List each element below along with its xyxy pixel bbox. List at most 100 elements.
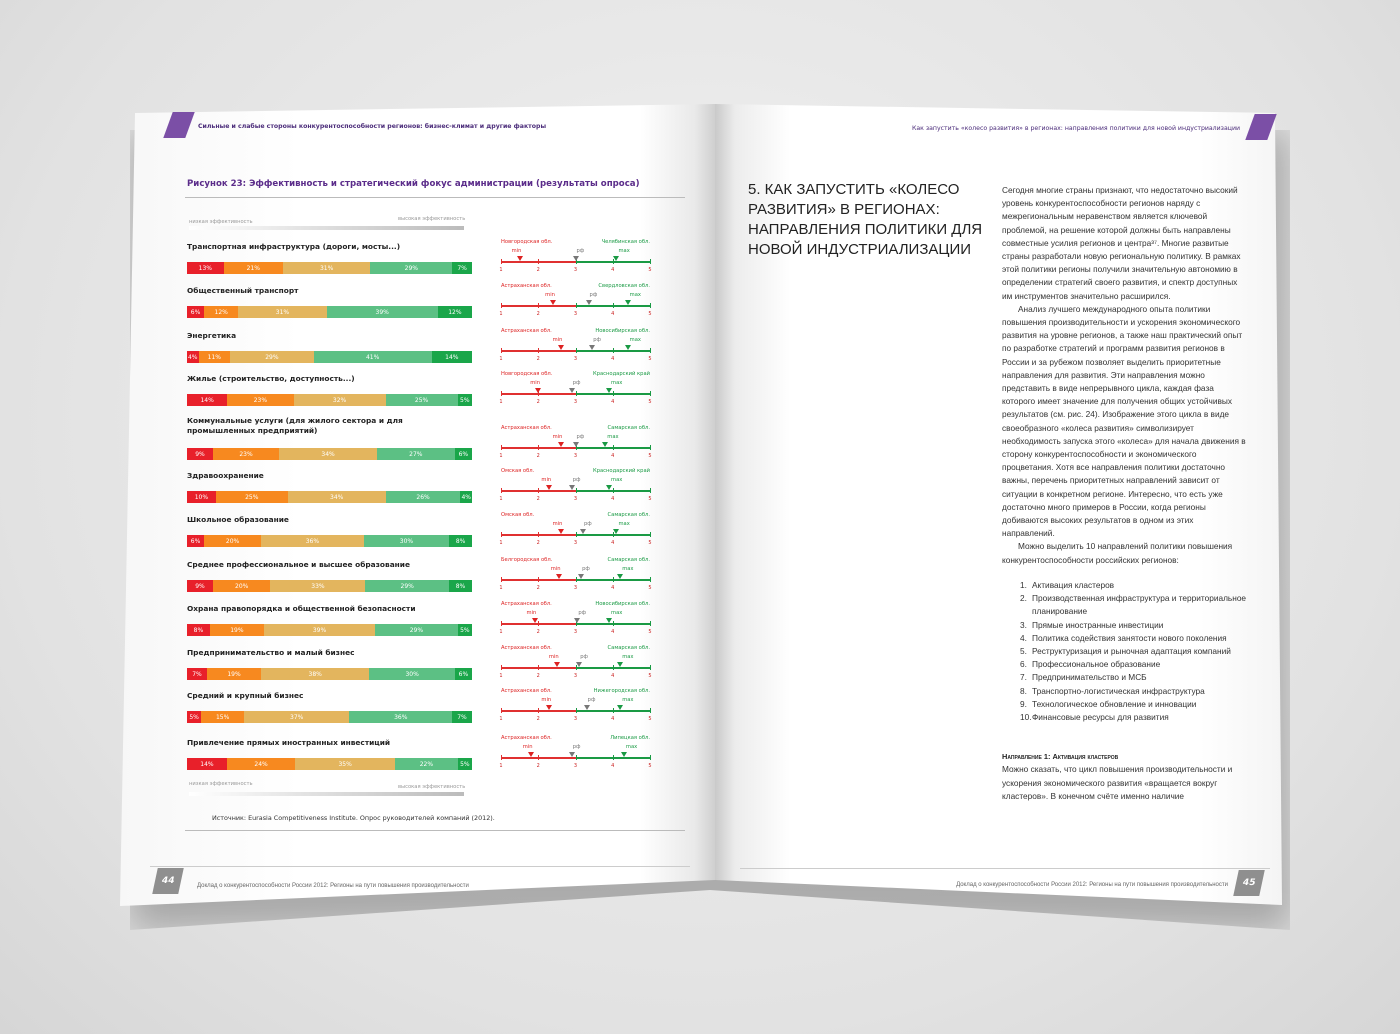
bar-segment-very-high: 7%: [452, 262, 472, 274]
bar-segment-very-low: 14%: [187, 394, 228, 406]
scale-tick: [575, 621, 577, 626]
bar-segment-medium: 29%: [230, 351, 314, 363]
scale-tick-label: 5: [648, 716, 652, 722]
list-item: 2. Производственная инфраструктура и терр…: [1020, 592, 1248, 618]
list-item: 6. Профессиональное образование: [1020, 658, 1248, 671]
marker-label-max: max: [618, 521, 630, 527]
scale-tick-label: 5: [648, 585, 652, 591]
bar-segment-very-high: 7%: [452, 711, 472, 723]
scale-tick: [575, 348, 577, 353]
list-item: 9. Технологическое обновление и инновации: [1020, 698, 1248, 711]
marker-label-rf: рф: [572, 380, 581, 386]
marker-label-rf: рф: [576, 434, 585, 440]
scale-tick-label: 4: [611, 673, 615, 679]
stacked-bar: 5% 15% 37% 36% 7%: [187, 711, 472, 723]
scale-tick-label: 2: [536, 540, 540, 546]
scale-tick: [650, 348, 651, 353]
scale-tick: [501, 755, 502, 760]
scale-tick-label: 4: [611, 399, 615, 405]
scale-tick-label: 5: [648, 311, 652, 317]
marker-min: [516, 256, 523, 261]
list-number: 4.: [1020, 632, 1027, 643]
bar-segment-very-low: 5%: [187, 711, 202, 723]
footer-rule-left: [150, 866, 690, 867]
marker-max: [617, 705, 624, 710]
marker-label-rf: рф: [578, 610, 587, 616]
scale-tick: [538, 665, 540, 670]
stacked-bar: 10% 25% 34% 26% 4%: [187, 491, 472, 503]
marker-max: [617, 574, 624, 579]
bar-segment-low: 21%: [223, 262, 283, 274]
scale-tick-label: 4: [611, 496, 615, 502]
scale-tick: [612, 303, 614, 308]
marker-min: [546, 705, 553, 710]
scale-tick-label: 4: [611, 267, 615, 273]
bar-segment-high: 30%: [369, 668, 455, 680]
scale-tick: [612, 708, 614, 713]
marker-min: [535, 388, 542, 393]
scale-tick-label: 4: [611, 763, 615, 769]
scale-tick-label: 4: [611, 629, 615, 635]
marker-min: [546, 485, 553, 490]
scale-tick-label: 3: [573, 267, 578, 273]
marker-rf: [568, 752, 575, 757]
category-label: Предпринимательство и малый бизнес: [187, 648, 355, 657]
min-region-label: Астраханская обл.: [501, 601, 552, 607]
list-number: 1.: [1020, 579, 1027, 590]
min-region-label: Новгородская обл.: [501, 239, 553, 245]
marker-label-min: min: [526, 610, 537, 616]
category-label: Жилье (строительство, доступность...): [187, 374, 355, 383]
bar-segment-very-high: 6%: [454, 448, 472, 460]
list-number: 5.: [1020, 645, 1027, 656]
marker-label-max: max: [629, 337, 641, 343]
category-label: Охрана правопорядка и общественной безоп…: [187, 604, 416, 613]
scale-tick-label: 1: [499, 540, 503, 546]
scale-tick: [575, 532, 577, 537]
list-text: Технологическое обновление и инновации: [1032, 698, 1197, 709]
source-note: Источник: Eurasia Competitiveness Instit…: [212, 814, 495, 822]
marker-label-min: min: [522, 744, 533, 750]
scale-tick: [501, 708, 502, 713]
marker-rf: [579, 529, 586, 534]
running-head-left: Сильные и слабые стороны конкурентоспосо…: [198, 123, 547, 130]
scale-tick-label: 2: [536, 453, 540, 459]
category-label: Среднее профессиональное и высшее образо…: [187, 560, 410, 569]
bar-segment-very-low: 6%: [187, 535, 205, 547]
scale-tick-label: 4: [611, 540, 615, 546]
marker-max: [606, 485, 613, 490]
scale-tick-label: 3: [573, 496, 578, 502]
scale-tick-label: 1: [499, 267, 503, 273]
stacked-bar: 6% 20% 36% 30% 8%: [187, 535, 472, 547]
list-number: 7.: [1020, 672, 1027, 683]
bar-segment-low: 20%: [204, 535, 262, 547]
scale-tick: [501, 665, 502, 670]
bar-segment-medium: 36%: [261, 535, 364, 547]
scale-tick: [501, 259, 502, 264]
max-region-label: Нижегородская обл.: [593, 688, 650, 694]
category-label: Энергетика: [187, 331, 237, 340]
marker-label-max: max: [622, 654, 634, 660]
stacked-bar: 13% 21% 31% 29% 7%: [187, 262, 472, 274]
scale-tick-label: 5: [648, 267, 652, 273]
scale-tick-label: 5: [648, 356, 652, 362]
scale-tick: [501, 532, 502, 537]
bar-segment-medium: 31%: [282, 262, 371, 274]
marker-label-max: max: [629, 292, 641, 298]
scale-tick: [575, 259, 577, 264]
scale-tick-label: 3: [573, 673, 578, 679]
stacked-bar: 14% 23% 32% 25% 5%: [187, 394, 472, 406]
category-label: Транспортная инфраструктура (дороги, мос…: [187, 242, 401, 251]
list-number: 8.: [1020, 685, 1027, 696]
scale-tick: [538, 391, 540, 396]
max-region-label: Липецкая обл.: [610, 735, 650, 741]
scale-tick: [538, 621, 540, 626]
list-number: 6.: [1020, 659, 1027, 670]
scale-tick: [612, 259, 614, 264]
scale-tick-label: 5: [648, 496, 652, 502]
min-region-label: Астраханская обл.: [501, 645, 552, 651]
scale-tick-label: 1: [499, 763, 503, 769]
marker-label-min: min: [530, 380, 541, 386]
list-item: 10.Финансовые ресурсы для развития: [1020, 711, 1248, 724]
min-region-label: Новгородская обл.: [501, 371, 553, 377]
